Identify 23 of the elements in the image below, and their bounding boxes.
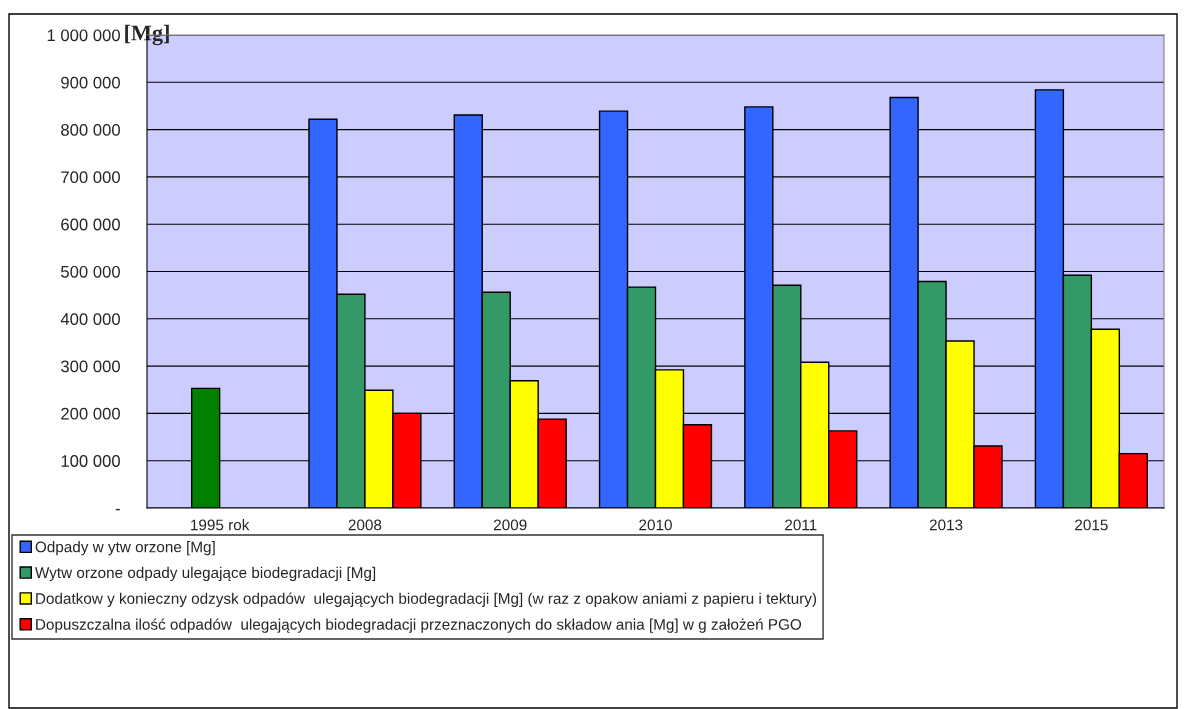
x-tick-label: 2009	[493, 519, 527, 531]
y-tick-label: -	[115, 508, 120, 511]
y-tick-label: 100 000	[61, 455, 120, 467]
y-tick-label: 300 000	[61, 360, 120, 373]
x-tick-label: 1995 rok	[191, 519, 250, 531]
y-tick-label: 500 000	[61, 265, 120, 278]
y-tick-label: 600 000	[61, 218, 120, 231]
x-tick-label: 2015	[1075, 519, 1108, 531]
legend-label: Dopuszczalna ilość odpadów ulegających biodegradacji przeznaczonych do składow ania [Mg] w g założeń PGO	[36, 618, 802, 633]
y-tick-label: 200 000	[61, 407, 120, 420]
legend-label: Wytw orzone odpady ulegające biodegradacji [Mg]	[34, 566, 376, 582]
x-tick-label: 2010	[639, 519, 672, 531]
y-tick-label: 1 000 000	[47, 29, 120, 42]
y-tick-label: 900 000	[61, 76, 120, 89]
y-tick-label: 800 000	[61, 124, 120, 136]
x-tick-label: 2008	[348, 519, 382, 531]
y-axis-title: [Mg]	[125, 24, 169, 46]
y-tick-label: 700 000	[61, 171, 120, 184]
legend-label: Odpady w ytw orzone [Mg]	[35, 541, 215, 556]
y-tick-label: 400 000	[60, 313, 120, 325]
legend-label: Dodatkow y konieczny odzysk odpadów ulegających biodegradacji [Mg] (w raz z opakow aniami z papieru i tektury)	[36, 592, 817, 607]
x-tick-label: 2013	[929, 519, 963, 531]
x-tick-label: 2011	[785, 519, 817, 531]
